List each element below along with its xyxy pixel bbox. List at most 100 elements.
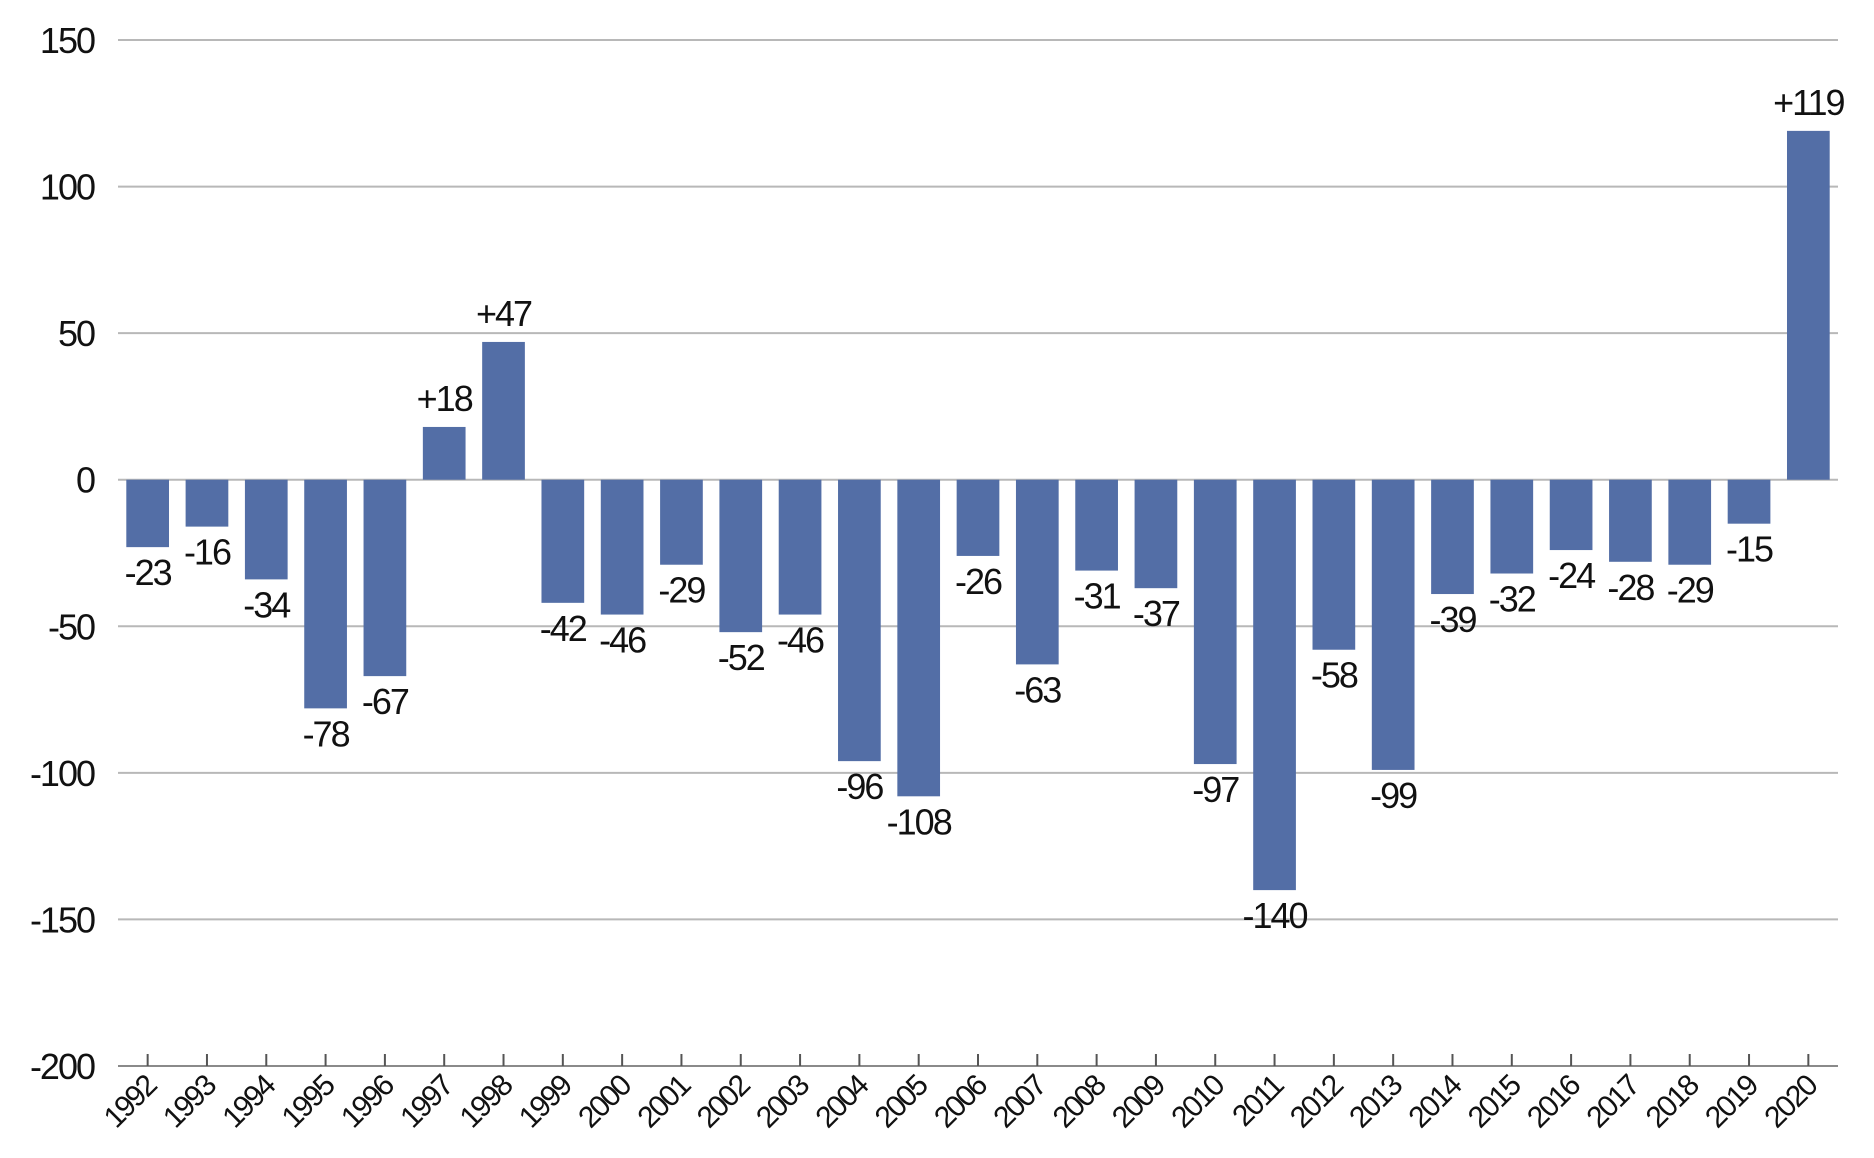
x-tick-label-2006: 2006 [928,1069,994,1135]
data-label-1998: +47 [476,293,532,334]
x-tick-label-2014: 2014 [1403,1069,1469,1135]
x-tick-label-2009: 2009 [1106,1069,1172,1135]
y-tick-label: 100 [40,167,95,208]
y-tick-label: 0 [76,460,95,501]
data-label-2018: -29 [1667,570,1714,611]
x-tick-label-2008: 2008 [1047,1069,1113,1135]
data-label-2005: -108 [887,801,952,842]
data-label-1999: -42 [540,608,587,649]
bar-2008 [1075,479,1118,571]
bar-2004 [838,479,881,762]
data-label-1993: -16 [184,532,231,573]
x-tick-label-2004: 2004 [809,1069,875,1135]
x-tick-label-2012: 2012 [1284,1069,1350,1135]
x-tick-label-2003: 2003 [750,1069,816,1135]
data-label-2011: -140 [1243,895,1308,936]
data-label-2008: -31 [1074,576,1121,617]
bar-2002 [719,479,763,633]
bar-2011 [1253,479,1296,891]
bar-2001 [660,479,703,565]
x-tick-label-1992: 1992 [98,1069,164,1135]
data-label-2001: -29 [658,570,705,611]
bar-1993 [185,479,229,527]
y-tick-label: -200 [30,1046,95,1087]
x-tick-label-2005: 2005 [869,1069,935,1135]
bar-2005 [897,479,941,797]
y-axis-tick-labels: 150 100 50 0 -50 -100 -150 -200 [30,20,97,1087]
data-label-2000: -46 [599,620,646,661]
data-label-2014: -39 [1429,599,1476,640]
data-label-2013: -99 [1370,775,1417,816]
y-tick-label: -50 [48,606,95,647]
x-tick-label-1998: 1998 [454,1069,520,1135]
bar-2014 [1431,479,1474,595]
x-tick-label-2015: 2015 [1462,1069,1528,1135]
bar-2019 [1727,479,1771,524]
x-tick-label-1996: 1996 [335,1069,401,1135]
x-tick-label-2016: 2016 [1521,1069,1587,1135]
bar-2016 [1549,479,1593,551]
bar-2006 [956,479,1000,556]
x-tick-label-2000: 2000 [572,1069,638,1135]
x-tick-label-2013: 2013 [1343,1069,1409,1135]
data-label-1996: -67 [362,681,409,722]
data-label-2007: -63 [1014,669,1061,710]
data-label-2020: +119 [1773,82,1844,123]
data-label-2010: -97 [1192,769,1239,810]
x-tick-label-1999: 1999 [513,1069,579,1135]
x-tick-label-2011: 2011 [1226,1069,1290,1133]
bar-1997 [422,426,466,480]
data-label-1994: -34 [243,584,290,625]
y-tick-label: -100 [30,753,95,794]
x-tick-label-2018: 2018 [1640,1069,1706,1135]
data-label-2017: -28 [1607,567,1654,608]
y-tick-label: -150 [30,899,95,940]
data-label-1997: +18 [417,378,473,419]
x-tick-label-1995: 1995 [276,1069,342,1135]
data-label-2003: -46 [777,620,824,661]
bar-1995 [304,479,347,709]
bar-1998 [482,341,525,480]
x-tick-label-1997: 1997 [394,1069,460,1135]
data-label-2002: -52 [718,637,765,678]
y-tick-label: 50 [58,313,95,354]
x-tick-label-2010: 2010 [1165,1069,1231,1135]
bar-2009 [1134,479,1178,589]
x-tick-label-2020: 2020 [1758,1069,1824,1135]
data-label-1995: -78 [303,713,350,754]
data-label-2004: -96 [836,766,883,807]
x-tick-label-2001: 2001 [632,1069,698,1135]
bar-2013 [1371,479,1415,770]
bar-1994 [244,479,288,580]
y-tick-label: 150 [40,20,95,61]
bar-1992 [126,479,170,548]
bar-2018 [1668,479,1712,565]
data-label-2015: -32 [1489,579,1536,620]
bar-2003 [778,479,822,615]
bar-2000 [600,479,644,615]
x-tick-label-2002: 2002 [691,1069,757,1135]
data-label-2019: -15 [1726,529,1773,570]
bar-2015 [1490,479,1534,574]
data-label-2006: -26 [955,561,1002,602]
bar-2007 [1015,479,1059,665]
data-label-1992: -23 [125,552,172,593]
x-tick-label-2017: 2017 [1580,1069,1646,1135]
bar-2020 [1786,130,1830,480]
bar-1996 [363,479,407,677]
x-tick-label-2007: 2007 [987,1069,1053,1135]
x-tick-label-1994: 1994 [216,1069,282,1135]
bar-2012 [1312,479,1356,650]
x-axis-tick-labels: 1992199319941995199619971998199920002001… [98,1069,1824,1135]
data-labels: -23-16-34-78-67+18+47-42 -46-29-52 -46-96-… [125,82,1847,936]
bar-1999 [541,479,585,603]
data-label-2016: -24 [1548,555,1595,596]
x-tick-label-2019: 2019 [1699,1069,1765,1135]
x-axis [118,1054,1838,1067]
bar-2017 [1609,479,1652,562]
bar-2010 [1193,479,1237,765]
bars [126,130,1830,891]
data-label-2009: -37 [1133,593,1180,634]
